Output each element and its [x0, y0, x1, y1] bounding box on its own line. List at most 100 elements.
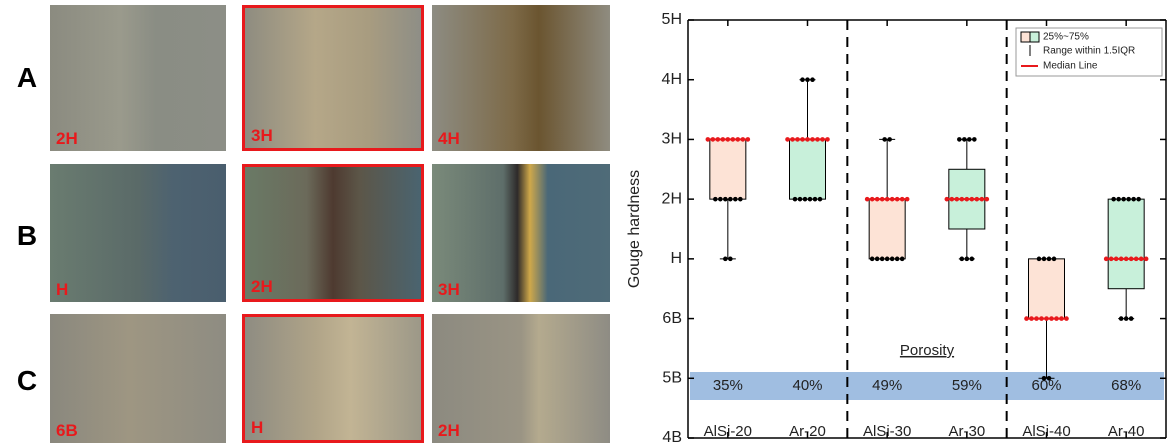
data-point [1047, 376, 1052, 381]
data-point [900, 197, 905, 202]
porosity-label: Porosity [900, 342, 955, 359]
data-point [880, 257, 885, 262]
data-point [970, 197, 975, 202]
data-point [975, 197, 980, 202]
y-tick-label: 4B [662, 429, 682, 443]
data-point [1042, 376, 1047, 381]
data-point [1042, 257, 1047, 262]
data-point [885, 257, 890, 262]
data-point [728, 257, 733, 262]
data-point [962, 137, 967, 142]
y-tick-label: 6B [662, 310, 682, 327]
data-point [723, 257, 728, 262]
legend-label: 25%~75% [1043, 32, 1089, 43]
data-point [800, 77, 805, 82]
data-point [726, 137, 731, 142]
porosity-value: 35% [713, 377, 743, 394]
data-point [800, 137, 805, 142]
data-point [1039, 316, 1044, 321]
data-point [1052, 257, 1057, 262]
data-point [905, 197, 910, 202]
data-point [1121, 197, 1126, 202]
data-point [810, 137, 815, 142]
data-point [970, 257, 975, 262]
data-point [785, 137, 790, 142]
data-point [890, 197, 895, 202]
box [869, 199, 905, 259]
data-point [706, 137, 711, 142]
data-point [721, 137, 726, 142]
data-point [731, 137, 736, 142]
data-point [1037, 257, 1042, 262]
data-point [1119, 257, 1124, 262]
data-point [1139, 257, 1144, 262]
box [1029, 259, 1065, 319]
y-axis-label: Gouge hardness [626, 170, 643, 288]
data-point [965, 197, 970, 202]
data-point [808, 197, 813, 202]
data-point [746, 137, 751, 142]
data-point [1111, 197, 1116, 202]
y-tick-label: 4H [662, 71, 682, 88]
data-point [713, 197, 718, 202]
data-point [945, 197, 950, 202]
data-point [960, 257, 965, 262]
porosity-value: 68% [1111, 377, 1141, 394]
y-tick-label: 2H [662, 190, 682, 207]
data-point [1129, 257, 1134, 262]
data-point [1104, 257, 1109, 262]
data-point [885, 197, 890, 202]
data-point [1131, 197, 1136, 202]
data-point [865, 197, 870, 202]
data-point [790, 137, 795, 142]
legend-label: Median Line [1043, 61, 1098, 72]
data-point [1124, 316, 1129, 321]
data-point [728, 197, 733, 202]
data-point [1064, 316, 1069, 321]
data-point [1044, 316, 1049, 321]
data-point [1024, 316, 1029, 321]
figure: A B C 2H 3H 4H H 2H 3H 6B H 2H Gouge har… [0, 0, 1170, 443]
data-point [1134, 257, 1139, 262]
data-point [1059, 316, 1064, 321]
data-point [736, 137, 741, 142]
data-point [738, 197, 743, 202]
data-point [1114, 257, 1119, 262]
data-point [965, 257, 970, 262]
data-point [1126, 197, 1131, 202]
data-point [1049, 316, 1054, 321]
data-point [957, 137, 962, 142]
data-point [1109, 257, 1114, 262]
data-point [1136, 197, 1141, 202]
data-point [895, 197, 900, 202]
data-point [1119, 316, 1124, 321]
data-point [980, 197, 985, 202]
data-point [870, 197, 875, 202]
data-point [795, 137, 800, 142]
data-point [875, 257, 880, 262]
porosity-value: 60% [1031, 377, 1061, 394]
data-point [711, 137, 716, 142]
data-point [1047, 257, 1052, 262]
data-point [805, 137, 810, 142]
data-point [741, 137, 746, 142]
data-point [955, 197, 960, 202]
data-point [960, 197, 965, 202]
data-point [972, 137, 977, 142]
data-point [803, 197, 808, 202]
porosity-band [690, 372, 1164, 400]
porosity-value: 40% [792, 377, 822, 394]
data-point [813, 197, 818, 202]
box [1108, 199, 1144, 289]
legend-label: Range within 1.5IQR [1043, 46, 1135, 57]
data-point [815, 137, 820, 142]
data-point [985, 197, 990, 202]
porosity-value: 59% [952, 377, 982, 394]
data-point [1029, 316, 1034, 321]
data-point [818, 197, 823, 202]
data-point [890, 257, 895, 262]
box [790, 139, 826, 199]
data-point [900, 257, 905, 262]
legend-swatch [1021, 32, 1030, 42]
data-point [805, 77, 810, 82]
